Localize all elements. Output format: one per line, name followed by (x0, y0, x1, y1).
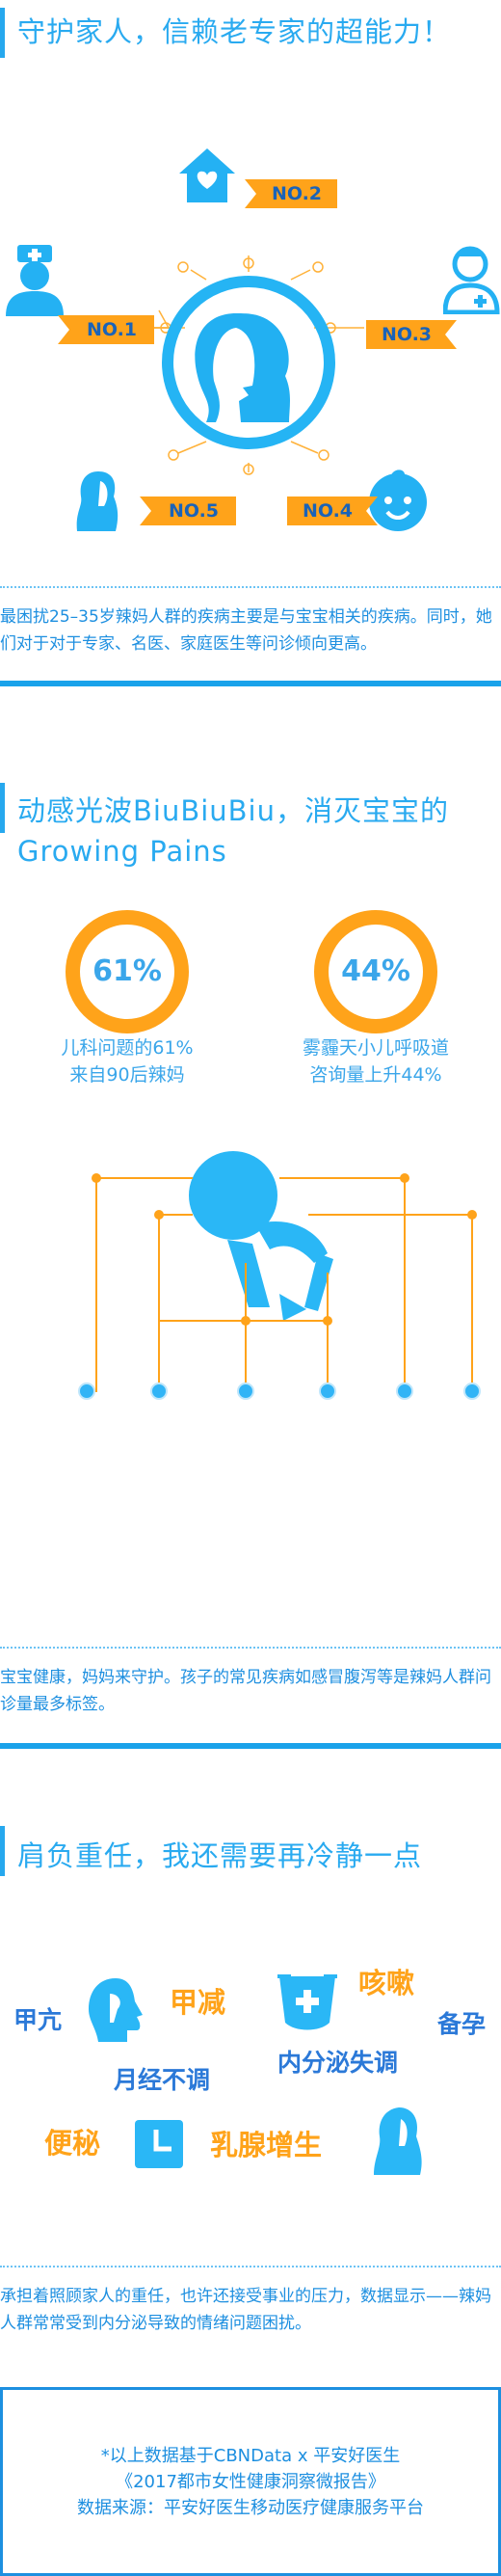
symptom-bianmi: 便秘 (44, 2127, 101, 2160)
symptom-kesou: 咳嗽 (358, 1967, 415, 1999)
divider-dotted-1 (0, 586, 501, 588)
node-dot-2 (150, 1382, 168, 1400)
footer-line1: *以上数据基于CBNData x 平安好医生 (100, 2446, 401, 2466)
clock-icon (135, 2120, 183, 2168)
symptom-ruxian: 乳腺增生 (210, 2129, 323, 2161)
footer-box (0, 2387, 501, 2576)
baby-face-icon (369, 470, 427, 531)
divider-dotted-2 (0, 1647, 501, 1649)
doctor-icon (443, 246, 500, 314)
footer-line3: 数据来源：平安好医生移动医疗健康服务平台 (77, 2498, 424, 2518)
stat-44-line2: 咨询量上升44% (309, 1064, 442, 1086)
section1-diagram (116, 255, 364, 475)
crawling-baby-diagram (92, 1151, 477, 1392)
symptom-yuejing: 月经不调 (114, 2066, 211, 2094)
section1-accent-bar (0, 8, 5, 58)
section3-accent-bar (0, 1826, 5, 1876)
section3-heading: 肩负重任，我还需要再冷静一点 (17, 1839, 423, 1872)
divider-dotted-3 (0, 2266, 501, 2267)
medical-box-icon (277, 1974, 337, 2030)
throat-head-icon (89, 1978, 143, 2042)
section1-heading: 守护家人，信赖老专家的超能力！ (17, 15, 452, 48)
footer-line2: 《2017都市女性健康洞察微报告》 (116, 2472, 385, 2492)
section1-paragraph: 最困扰25–35岁辣妈人群的疾病主要是与宝宝相关的疾病。同时，她们对于对于专家、… (0, 607, 492, 654)
node-dot-4 (319, 1382, 336, 1400)
house-heart-icon (179, 148, 235, 202)
mother-icon (195, 313, 290, 422)
stat-ring-44: 44% (314, 910, 437, 1033)
symptom-neifenmi: 内分泌失调 (277, 2049, 399, 2077)
nurse-icon (6, 245, 64, 316)
node-dot-1 (78, 1382, 95, 1400)
symptom-jiajian: 甲减 (170, 1986, 226, 2019)
section3-paragraph: 承担着照顾家人的重任，也许还接受事业的压力，数据显示——辣妈人群常常受到内分泌导… (0, 2287, 491, 2333)
tag-no4: NO.4 (287, 496, 378, 525)
divider-line-1 (0, 681, 501, 686)
stat-ring-61: 61% (66, 910, 189, 1033)
tag-no5: NO.5 (140, 496, 236, 525)
tag-no3: NO.3 (366, 320, 457, 349)
stat-61-line1: 儿科问题的61% (61, 1037, 194, 1059)
tag-no1: NO.1 (58, 315, 154, 344)
pregnant-woman-icon (76, 471, 119, 531)
tag-no2: NO.2 (245, 179, 337, 208)
symptom-jiakang: 甲亢 (13, 2006, 63, 2034)
node-dot-3 (237, 1382, 254, 1400)
symptom-beiyun: 备孕 (437, 2010, 487, 2038)
node-dot-6 (463, 1382, 481, 1400)
section2-heading-line2: Growing Pains (17, 835, 227, 868)
section2-accent-bar (0, 783, 5, 833)
node-dot-5 (396, 1382, 413, 1400)
woman-figure-icon (374, 2107, 422, 2175)
stat-61-line2: 来自90后辣妈 (69, 1064, 185, 1086)
section2-paragraph: 宝宝健康，妈妈来守护。孩子的常见疾病如感冒腹泻等是辣妈人群问诊量最多标签。 (0, 1668, 491, 1714)
section2-heading-line1: 动感光波BiuBiuBiu，消灭宝宝的 (17, 794, 449, 827)
divider-line-2 (0, 1743, 501, 1749)
stat-44-line1: 雾霾天小儿呼吸道 (302, 1037, 449, 1059)
